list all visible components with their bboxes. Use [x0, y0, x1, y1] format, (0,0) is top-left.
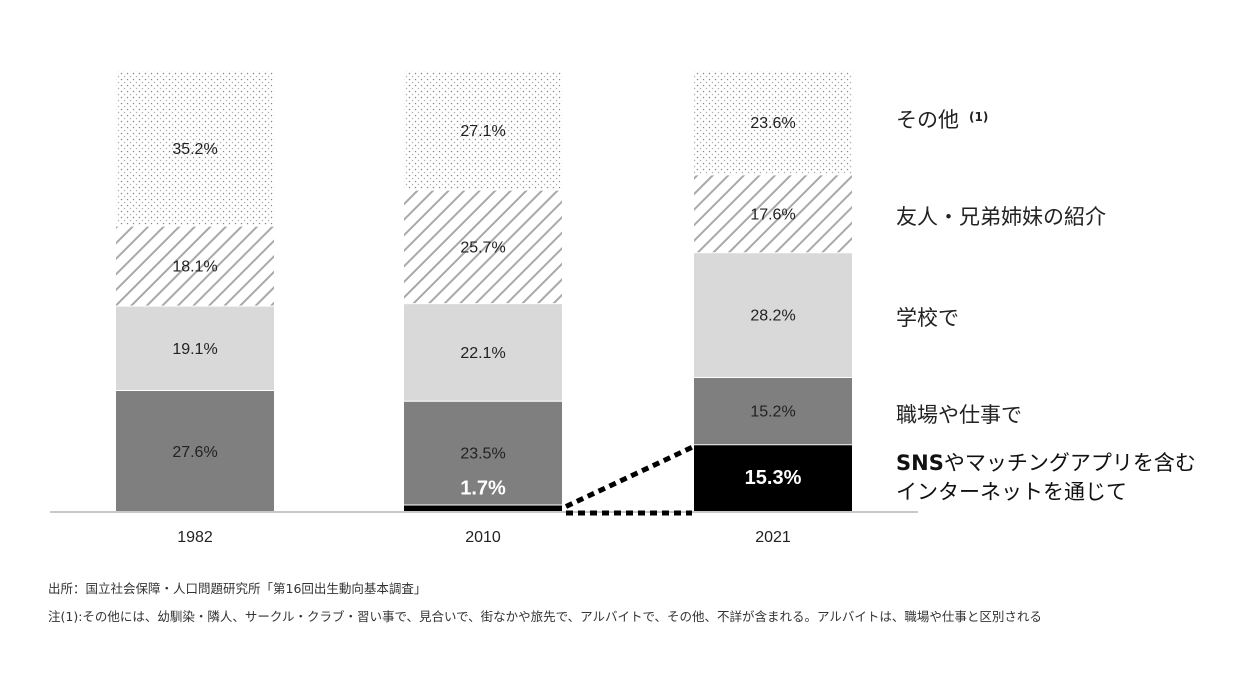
source-note: 出所：国立社会保障・人口問題研究所「第16回出生動向基本調査」 [48, 581, 427, 596]
legend-item-friends: 友人・兄弟姉妹の紹介 [896, 205, 1106, 229]
connector-line-top [564, 445, 694, 509]
data-label: 17.6% [750, 206, 795, 223]
data-label: 19.1% [172, 341, 217, 358]
data-label: 15.2% [750, 404, 795, 421]
bar-segment-2021-4 [694, 70, 852, 175]
bar-segment-2021-3 [694, 174, 852, 253]
data-label: 28.2% [750, 308, 795, 325]
data-label: 22.1% [460, 345, 505, 362]
legend-footnote-mark: (1) [969, 110, 989, 124]
bar-segment-1982-3 [116, 225, 274, 306]
legend-item-school: 学校で [896, 306, 959, 330]
legend-item-internet: SNSやマッチングアプリを含む インターネットを通じて [896, 451, 1196, 504]
stacked-bar-chart: 27.6% 19.1% 18.1% 35.2% 1.7% 23.5% 22.1% 25.7% 2… [50, 69, 918, 546]
bar-segment-2021-0 [694, 444, 852, 512]
bar-segment-1982-2 [116, 305, 274, 391]
data-label: 27.6% [172, 444, 217, 461]
data-label: 23.5% [460, 446, 505, 463]
data-label: 25.7% [460, 239, 505, 256]
data-label: 18.1% [172, 259, 217, 276]
legend-item-workplace: 職場や仕事で [896, 403, 1022, 427]
bar-segment-1982-1 [116, 390, 274, 512]
data-label: 27.1% [460, 123, 505, 140]
footnote: 注(1):その他には、幼馴染・隣人、サークル・クラブ・習い事で、見合いで、街なか… [48, 609, 1042, 624]
bar-segment-1982-4 [116, 70, 274, 226]
legend-item-other: その他 (1) [896, 108, 989, 132]
category-label: 1982 [177, 529, 213, 546]
data-label: 1.7% [460, 477, 506, 499]
data-label: 23.6% [750, 115, 795, 132]
bar-segment-2010-0 [404, 504, 562, 512]
bar-segment-2021-1 [694, 377, 852, 445]
bar-segment-2010-3 [404, 189, 562, 304]
bar-segment-2021-2 [694, 252, 852, 378]
data-label: 35.2% [172, 141, 217, 158]
category-label: 2021 [755, 529, 791, 546]
data-label: 15.3% [745, 467, 802, 489]
bar-segment-2010-4 [404, 70, 562, 190]
bar-segment-2010-1 [404, 400, 562, 505]
category-label: 2010 [465, 529, 501, 546]
bar-segment-2010-2 [404, 303, 562, 401]
